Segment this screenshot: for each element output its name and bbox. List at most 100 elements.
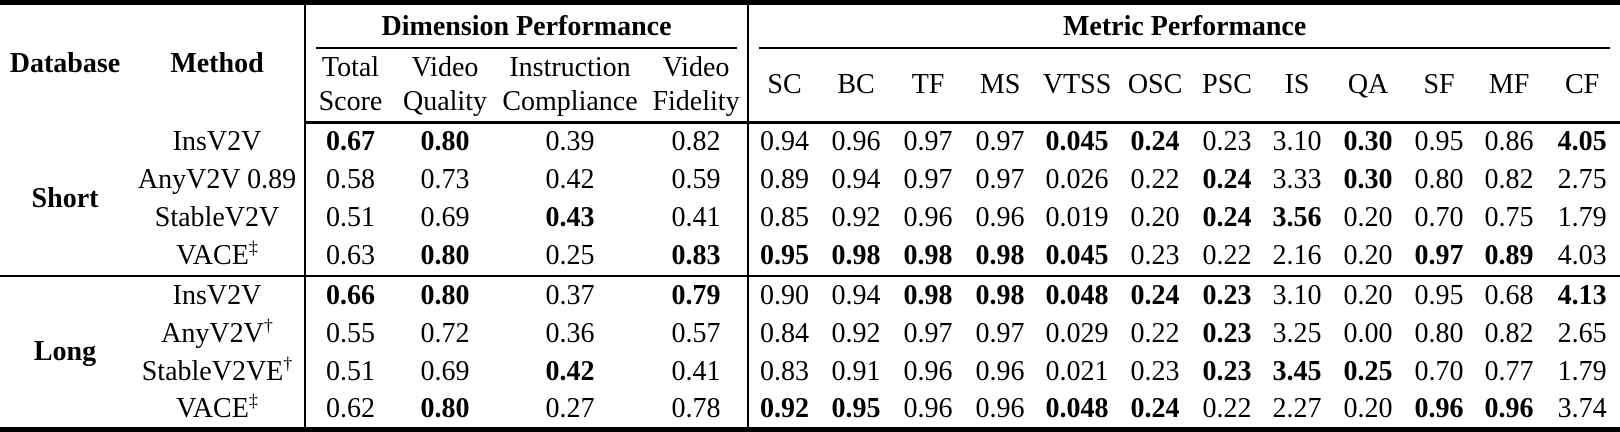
metric-value-cell: 0.95 (1414, 126, 1464, 158)
metric-value-cell: 0.70 (1414, 355, 1464, 387)
column-header-osc: OSC (1118, 48, 1193, 124)
dimension-value-cell: 0.69 (420, 355, 470, 387)
table-row: VACE‡ 0.63 0.80 0.25 0.83 0.95 0.98 0.98 0.98 0.0… (0, 237, 1620, 276)
metric-value-cell: 0.24 (1202, 202, 1252, 234)
method-cell: InsV2V (130, 274, 305, 315)
method-superscript: ‡ (248, 390, 258, 411)
metric-value-cell: 0.89 (1484, 240, 1534, 272)
metric-value-cell: 0.021 (1045, 355, 1109, 387)
dimension-value-cell: 0.55 (304, 314, 395, 353)
metric-value-cell: 0.97 (903, 317, 953, 349)
dimension-value-cell: 0.83 (671, 240, 721, 272)
metric-value-cell: 0.22 (1202, 240, 1252, 272)
dimension-value-cell: 0.62 (304, 391, 395, 430)
metric-value-cell: 0.23 (1130, 355, 1180, 387)
metric-value-cell: 1.79 (1557, 202, 1607, 234)
column-header-instruction-compliance: Instruction Compliance (495, 48, 645, 124)
metric-value-cell: 0.77 (1484, 355, 1534, 387)
dimension-value-cell: 0.41 (671, 355, 721, 387)
dimension-value-cell: 0.58 (304, 160, 395, 200)
dimension-value-cell: 0.78 (671, 393, 721, 425)
column-header-method: Method (170, 47, 264, 79)
metric-value-cell: 0.96 (1484, 393, 1534, 425)
dimension-value-cell: 0.80 (395, 274, 495, 315)
metric-value-cell: 0.94 (747, 122, 821, 161)
metric-value-cell: 0.68 (1474, 274, 1545, 315)
metric-value-cell: 0.24 (1118, 274, 1193, 315)
metric-value-cell: 3.45 (1272, 355, 1322, 387)
column-header-sc: SC (747, 48, 821, 124)
dimension-value-cell: 0.41 (671, 202, 721, 234)
dimension-value-cell: 0.36 (545, 317, 595, 349)
table-row: AnyV2V 0.89 0.58 0.73 0.42 0.59 0.89 0.94 0.97 0… (0, 160, 1620, 200)
metric-value-cell: 3.56 (1272, 202, 1322, 234)
column-header-is: IS (1262, 48, 1333, 124)
metric-value-cell: 0.97 (975, 164, 1025, 196)
column-header-total-score: Total Score (304, 48, 395, 124)
metric-value-cell: 0.96 (903, 393, 953, 425)
column-header-qa: QA (1332, 48, 1405, 124)
method-superscript: † (283, 353, 293, 374)
metric-value-cell: 0.23 (1192, 274, 1263, 315)
metric-value-cell: 0.80 (1414, 164, 1464, 196)
metric-value-cell: 0.82 (1484, 164, 1534, 196)
column-header-bc: BC (820, 48, 893, 124)
metric-value-cell: 0.24 (1130, 393, 1180, 425)
method-cell: StableV2VE† (141, 353, 293, 387)
metric-value-cell: 0.84 (747, 314, 821, 353)
dimension-value-cell: 0.42 (545, 164, 595, 196)
column-header-database: Database (9, 47, 121, 79)
metric-value-cell: 0.91 (831, 355, 881, 387)
metric-value-cell: 2.75 (1557, 164, 1607, 196)
metric-value-cell: 0.98 (892, 274, 965, 315)
dimension-value-cell: 0.66 (304, 274, 395, 315)
group-header-row: Database Method Dimension Performance Me… (0, 2, 1620, 79)
metric-value-cell: 0.22 (1130, 317, 1180, 349)
metric-value-cell: 0.92 (747, 391, 821, 430)
metric-value-cell: 0.94 (820, 274, 893, 315)
metric-value-cell: 0.20 (1343, 240, 1393, 272)
metric-value-cell: 2.27 (1272, 393, 1322, 425)
metric-value-cell: 3.33 (1272, 164, 1322, 196)
group-header-metric-performance: Metric Performance (747, 2, 1620, 49)
column-header-psc: PSC (1192, 48, 1263, 124)
metric-value-cell: 0.80 (1414, 317, 1464, 349)
metric-value-cell: 0.30 (1343, 164, 1393, 196)
metric-value-cell: 0.86 (1484, 126, 1534, 158)
metric-value-cell: 0.97 (903, 164, 953, 196)
dimension-value-cell: 0.73 (420, 164, 470, 196)
dimension-value-cell: 0.51 (304, 199, 395, 238)
table-row: StableV2VE† 0.51 0.69 0.42 0.41 0.83 0.91 0.96 0… (0, 352, 1620, 392)
metric-value-cell: 0.24 (1202, 164, 1252, 196)
metric-value-cell: 0.90 (747, 274, 821, 315)
metric-value-cell: 0.23 (1202, 355, 1252, 387)
dimension-value-cell: 0.27 (545, 393, 595, 425)
metric-value-cell: 3.10 (1272, 126, 1322, 158)
metric-value-cell: 0.97 (975, 126, 1025, 158)
database-cell: Long (0, 275, 130, 430)
metric-value-cell: 0.96 (975, 355, 1025, 387)
metric-value-cell: 0.95 (1404, 274, 1475, 315)
table-body: Short InsV2V 0.67 0.80 0.39 0.82 0.94 0.96 0.97 0… (0, 122, 1620, 430)
method-cell: StableV2V (154, 202, 280, 234)
dimension-value-cell: 0.82 (671, 126, 721, 158)
metric-value-cell: 0.30 (1343, 126, 1393, 158)
metric-value-cell: 0.20 (1343, 202, 1393, 234)
method-cell: VACE‡ (176, 237, 258, 272)
metric-value-cell: 0.20 (1130, 202, 1180, 234)
dimension-value-cell: 0.42 (545, 355, 595, 387)
metric-value-cell: 4.13 (1544, 274, 1620, 315)
method-superscript: † (263, 315, 273, 336)
column-header-row: Total Score Video Quality Instruction Co… (0, 48, 1620, 124)
metric-value-cell: 0.23 (1202, 126, 1252, 158)
method-cell: AnyV2V† (161, 315, 273, 349)
metric-value-cell: 4.05 (1557, 126, 1607, 158)
method-superscript: ‡ (248, 237, 258, 258)
dimension-value-cell: 0.69 (420, 202, 470, 234)
dimension-value-cell: 0.72 (420, 317, 470, 349)
metric-value-cell: 0.22 (1130, 164, 1180, 196)
column-header-sf: SF (1404, 48, 1475, 124)
metric-value-cell: 0.75 (1484, 202, 1534, 234)
column-header-ms: MS (964, 48, 1037, 124)
